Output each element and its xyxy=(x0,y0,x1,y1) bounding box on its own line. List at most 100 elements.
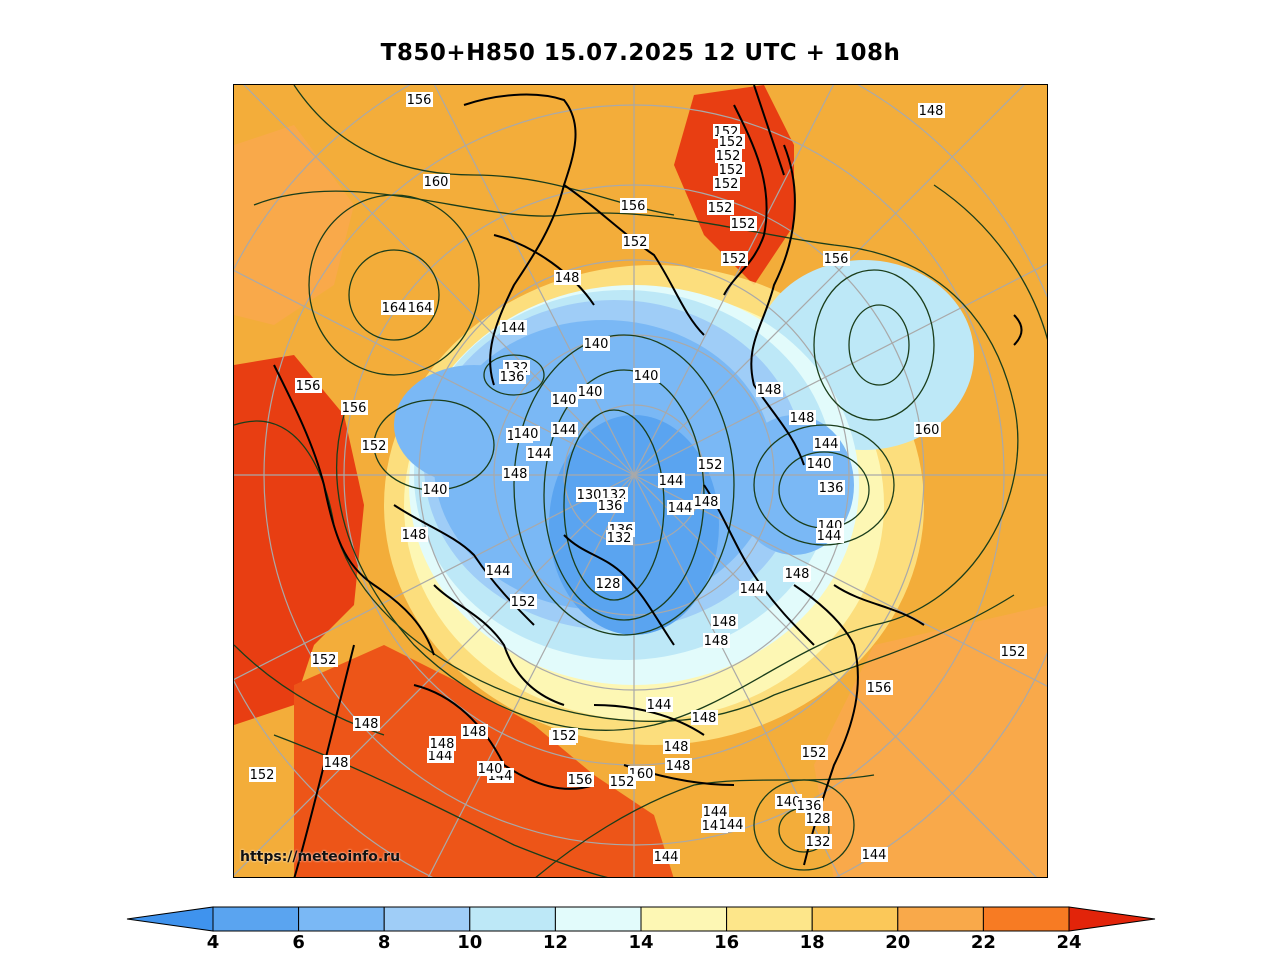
contour-label: 136 xyxy=(597,498,624,514)
contour-label: 140 xyxy=(477,761,504,777)
svg-text:152: 152 xyxy=(714,177,739,192)
svg-text:148: 148 xyxy=(666,759,691,774)
contour-label: 164 xyxy=(381,300,408,316)
cold-pool-west xyxy=(394,365,554,485)
contour-label: 156 xyxy=(406,92,433,108)
contour-label: 148 xyxy=(401,527,428,543)
contour-label: 160 xyxy=(914,422,941,438)
colorbar-tick-label: 18 xyxy=(799,932,825,953)
colorbar-segment xyxy=(982,906,1070,932)
svg-text:140: 140 xyxy=(634,369,659,384)
svg-text:148: 148 xyxy=(462,725,487,740)
contour-label: 152 xyxy=(730,216,757,232)
contour-label: 140 xyxy=(775,794,802,810)
svg-text:148: 148 xyxy=(704,634,729,649)
svg-text:140: 140 xyxy=(578,385,603,400)
contour-label: 144 xyxy=(653,849,680,865)
colorbar-segment xyxy=(298,906,385,932)
svg-text:144: 144 xyxy=(862,848,887,863)
colorbar-tick-label: 12 xyxy=(542,932,568,953)
contour-label: 136 xyxy=(499,369,526,385)
svg-text:152: 152 xyxy=(1001,645,1026,660)
svg-text:148: 148 xyxy=(757,383,782,398)
contour-label: 140 xyxy=(422,482,449,498)
contour-label: 144 xyxy=(551,422,578,438)
contour-label: 152 xyxy=(311,652,338,668)
colorbar-segment xyxy=(897,906,984,932)
svg-text:144: 144 xyxy=(552,423,577,438)
warm-region-se xyxy=(814,605,1047,877)
contour-label: 156 xyxy=(866,680,893,696)
svg-text:128: 128 xyxy=(596,577,621,592)
svg-text:144: 144 xyxy=(814,437,839,452)
colorbar-tick-label: 16 xyxy=(714,932,740,953)
colorbar-segment xyxy=(469,906,556,932)
colorbar-extend-high xyxy=(1068,906,1156,932)
contour-label: 152 xyxy=(713,176,740,192)
svg-text:152: 152 xyxy=(250,768,275,783)
colorbar-tick-label: 8 xyxy=(377,932,391,953)
svg-text:128: 128 xyxy=(806,812,831,827)
geopotential-contours xyxy=(234,85,1047,877)
contour-label: 148 xyxy=(665,758,692,774)
contour-label: 148 xyxy=(691,710,718,726)
contour-label: 144 xyxy=(702,804,729,820)
svg-text:144: 144 xyxy=(740,582,765,597)
contour-label: 160 xyxy=(423,174,450,190)
warm-region-nw xyxy=(234,125,354,325)
contour-label: 128 xyxy=(595,576,622,592)
svg-text:148: 148 xyxy=(694,495,719,510)
svg-text:152: 152 xyxy=(312,653,337,668)
contour-label: 156 xyxy=(567,772,594,788)
svg-text:152: 152 xyxy=(719,135,744,150)
contour-label: 140 xyxy=(513,426,540,442)
colorbar-segment xyxy=(726,906,813,932)
contour-label: 140 xyxy=(551,392,578,408)
hot-region-west xyxy=(234,355,364,725)
contour-label: 148 xyxy=(663,739,690,755)
colorbar-tick-label: 22 xyxy=(970,932,996,953)
colorbar-tick-label: 24 xyxy=(1056,932,1082,953)
contour-label: 144 xyxy=(813,436,840,452)
contour-label: 148 xyxy=(784,566,811,582)
contour-label: 152 xyxy=(249,767,276,783)
svg-text:148: 148 xyxy=(402,528,427,543)
contour-labels: 1561481521521521521521521521601561521481… xyxy=(249,92,1027,865)
contour-label: 148 xyxy=(554,270,581,286)
svg-text:152: 152 xyxy=(511,595,536,610)
contour-label: 152 xyxy=(551,728,578,744)
svg-text:148: 148 xyxy=(354,717,379,732)
contour-label: 148 xyxy=(789,410,816,426)
svg-text:164: 164 xyxy=(408,301,433,316)
contour-label: 148 xyxy=(353,716,380,732)
svg-text:140: 140 xyxy=(807,457,832,472)
svg-text:148: 148 xyxy=(324,756,349,771)
contour-label: 148 xyxy=(711,614,738,630)
contour-label: 152 xyxy=(609,774,636,790)
svg-text:148: 148 xyxy=(692,711,717,726)
colorbar-segment xyxy=(212,906,300,932)
svg-text:136: 136 xyxy=(797,799,822,814)
colorbar-extend-low xyxy=(126,906,214,932)
contour-label: 152 xyxy=(510,594,537,610)
contour-label: 152 xyxy=(697,457,724,473)
svg-text:152: 152 xyxy=(698,458,723,473)
colorbar-tick-label: 4 xyxy=(206,932,220,953)
svg-text:148: 148 xyxy=(712,615,737,630)
svg-text:140: 140 xyxy=(552,393,577,408)
contour-label: 152 xyxy=(622,234,649,250)
contour-label: 156 xyxy=(341,400,368,416)
colorbar-tick-label: 10 xyxy=(457,932,483,953)
contour-label: 152 xyxy=(715,148,742,164)
svg-text:152: 152 xyxy=(802,746,827,761)
contour-label: 148 xyxy=(693,494,720,510)
svg-text:156: 156 xyxy=(621,199,646,214)
svg-text:152: 152 xyxy=(362,439,387,454)
map-title: T850+H850 15.07.2025 12 UTC + 108h xyxy=(380,40,901,66)
contour-label: 152 xyxy=(721,251,748,267)
svg-text:152: 152 xyxy=(623,235,648,250)
contour-label: 132 xyxy=(606,530,633,546)
map-panel: 156 148 152 152 152 152 152 152 152 160 156 152 148 1… xyxy=(233,84,1048,878)
contour-label: 148 xyxy=(429,736,456,752)
contour-label: 130 xyxy=(576,487,603,503)
